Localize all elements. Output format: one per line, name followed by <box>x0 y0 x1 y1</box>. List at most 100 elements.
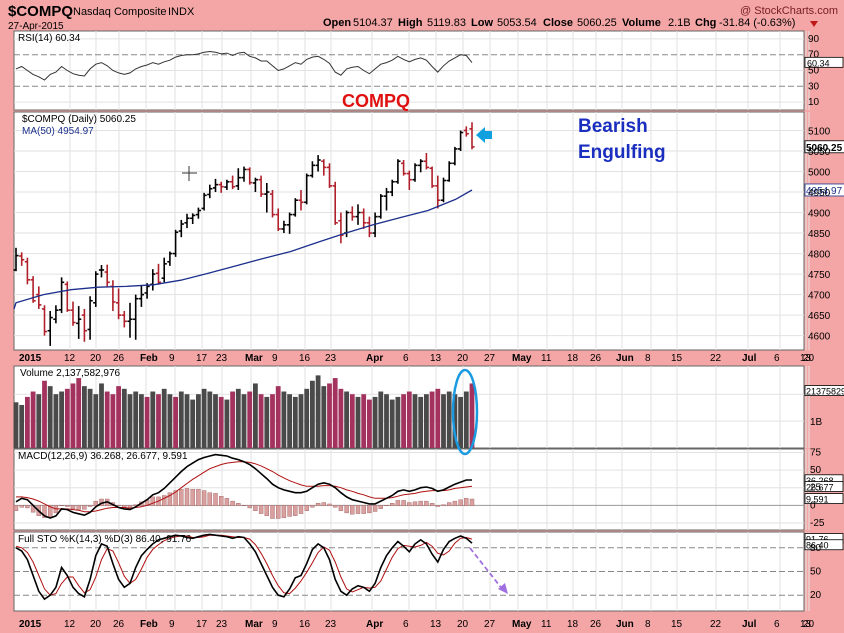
ohlc-bar <box>64 281 70 312</box>
macd-histogram-bar <box>424 500 429 507</box>
volume-bar <box>275 386 281 448</box>
macd-histogram-bar <box>469 498 475 507</box>
macd-histogram-bar <box>310 505 315 508</box>
macd-histogram-bar <box>76 505 81 510</box>
volume-tick-label: 1B <box>810 417 823 428</box>
price-tick-label: 4850 <box>808 229 831 240</box>
ohlc-bar <box>383 187 390 211</box>
volume-bar <box>401 394 406 448</box>
volume-bar <box>424 394 429 448</box>
sto-series: 91.7686.40 <box>15 533 844 601</box>
rsi-series: 60.34 <box>15 50 844 81</box>
ohlc-bar <box>361 208 367 229</box>
time-tick-label: Mar <box>245 353 263 364</box>
volume-series: 2137582976 <box>13 375 844 448</box>
ohlc-bar <box>133 294 139 340</box>
volume-bar <box>25 396 30 448</box>
open-label: Open <box>323 17 351 29</box>
ohlc-bar <box>87 296 93 340</box>
macd-histogram-bar <box>253 505 258 511</box>
macd-tick-label: 0 <box>810 500 816 511</box>
time-tick-label: 9 <box>169 353 175 364</box>
time-tick-label: 20 <box>90 353 102 364</box>
volume-bar <box>452 394 458 448</box>
macd-histogram-bar <box>59 505 64 507</box>
close-label: Close <box>543 17 573 29</box>
macd-histogram-bar <box>315 503 321 507</box>
ohlc-bar <box>281 220 287 234</box>
time-tick-label-bottom: 26 <box>113 619 125 630</box>
volume-bar <box>64 388 70 448</box>
time-tick-label: 16 <box>299 353 311 364</box>
time-tick-label: Apr <box>366 353 383 364</box>
macd-histogram-bar <box>236 503 241 507</box>
time-tick-label: 8 <box>645 353 651 364</box>
volume-bar <box>82 386 87 448</box>
price-tick-label: 4650 <box>808 311 831 322</box>
volume-bar <box>395 396 401 448</box>
ohlc-bar <box>435 175 441 209</box>
ohlc-bar <box>184 213 190 229</box>
rsi-legend: RSI(14) 60.34 <box>18 33 81 44</box>
ohlc-bar <box>81 308 87 342</box>
volume-bar <box>378 391 384 448</box>
volume-bar <box>19 404 25 448</box>
volume-bar <box>338 388 344 448</box>
volume-bar <box>429 391 435 448</box>
price-tick-label: 4900 <box>808 209 831 220</box>
ma-legend: MA(50) 4954.97 <box>22 126 94 137</box>
chg-value: -31.84 (-0.63%) <box>719 17 795 29</box>
time-tick-label-bottom: Apr <box>366 619 383 630</box>
volume-bar <box>156 394 161 448</box>
volume-bar <box>53 394 59 448</box>
macd-histogram-bar <box>48 505 53 518</box>
volume-bar <box>133 391 139 448</box>
macd-histogram-bar <box>452 500 458 507</box>
macd-histogram-bar <box>201 490 207 507</box>
volume-legend: Volume 2,137,582,976 <box>20 368 121 379</box>
ohlc-bar <box>13 247 19 272</box>
volume-bar <box>435 388 441 448</box>
open-value: 5104.37 <box>353 17 393 29</box>
volume-highlight-oval <box>451 368 479 456</box>
volume-bar <box>463 391 469 448</box>
close-value-tag <box>804 140 844 154</box>
volume-bar <box>361 394 367 448</box>
volume-bar <box>116 386 121 448</box>
ohlc-bar <box>155 263 162 285</box>
time-tick-label: 18 <box>567 353 579 364</box>
time-tick-label: 13 <box>430 353 442 364</box>
ma-value-tag <box>804 183 844 197</box>
volume-bar <box>59 391 64 448</box>
sto-tick-label: 20 <box>810 590 822 601</box>
time-tick-label: 20 <box>803 353 815 364</box>
macd-histogram-bar <box>304 505 309 511</box>
time-tick-label: Jun <box>616 353 634 364</box>
volume-bar <box>110 394 116 448</box>
ma50-line <box>13 189 473 310</box>
ohlc-bar <box>19 252 25 266</box>
time-tick-label-bottom: 20 <box>90 619 102 630</box>
rsi-tick-label: 30 <box>808 81 820 92</box>
volume-value-tag-text: 2137582976 <box>806 387 844 397</box>
sto-k-line <box>15 533 473 601</box>
time-tick-label-bottom: 13 <box>430 619 442 630</box>
time-tick-label-bottom: 27 <box>484 619 496 630</box>
macd-histogram-bar <box>447 502 452 507</box>
time-tick-label: 9 <box>272 353 278 364</box>
macd-histogram-bar <box>293 505 298 516</box>
macd-histogram-bar <box>418 500 423 507</box>
macd-histogram-bar <box>161 495 167 507</box>
macd-histogram-bar <box>196 488 201 507</box>
macd-histogram-bar <box>173 490 178 507</box>
volume-bar <box>344 391 349 448</box>
volume-bar <box>321 386 327 448</box>
volume-bar <box>253 383 258 448</box>
volume-bar <box>389 399 395 448</box>
crosshair-icon <box>182 166 197 181</box>
macd-histogram-bar <box>82 505 87 510</box>
ohlc-bar <box>59 277 65 314</box>
watermark: @ StockCharts.com <box>740 5 838 17</box>
macd-value-tag-text: 9.591 <box>806 495 829 505</box>
macd-histogram-bar <box>298 505 304 514</box>
